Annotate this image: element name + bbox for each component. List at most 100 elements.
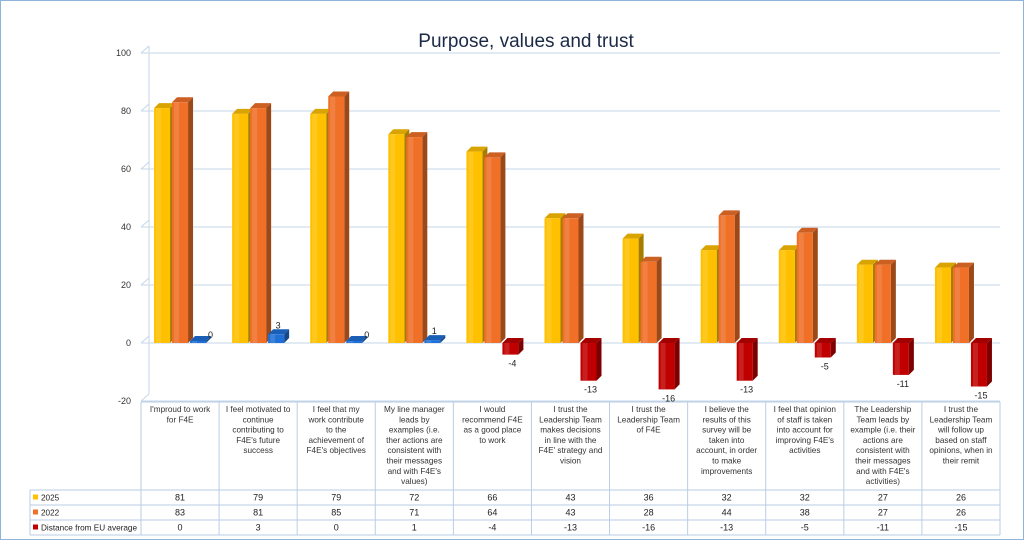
bar-top <box>814 338 836 343</box>
table-cell: 3 <box>256 523 261 533</box>
category-label-line: I would <box>479 405 505 414</box>
category-label-line: My line manager <box>384 405 445 414</box>
bar-highlight <box>954 267 960 343</box>
category-label-line: as a good place <box>464 426 522 435</box>
table-cell: 64 <box>487 508 497 518</box>
bar-highlight <box>486 157 492 343</box>
gridline-depth <box>140 45 150 54</box>
gridline-depth <box>140 393 150 402</box>
category-label: I would recommend F4E as a good place to wo… <box>462 405 523 445</box>
category-label-line: examples (i.e. <box>389 426 440 435</box>
bar-highlight <box>174 102 180 343</box>
table-cell: 44 <box>722 508 732 518</box>
bar-highlight <box>624 238 630 343</box>
legend-label: Distance from EU average <box>41 524 137 533</box>
bar-side <box>188 97 194 343</box>
bar-side <box>362 336 368 343</box>
bar-top <box>502 338 524 343</box>
bar-0-1 <box>232 108 254 344</box>
category-label-line: their messages <box>855 457 911 466</box>
bar-2-6 <box>658 338 680 390</box>
bar-0-2 <box>310 108 332 344</box>
category-label: I trust the Leadership Team will follow up… <box>929 405 993 466</box>
gridline-depth <box>140 161 150 170</box>
bar-highlight <box>546 218 552 343</box>
bar-highlight <box>156 108 162 343</box>
bar-top <box>328 91 350 97</box>
bar-0-3 <box>388 129 410 343</box>
bar-top <box>154 103 176 109</box>
bar-1-10 <box>952 262 974 343</box>
data-label: -15 <box>974 391 987 401</box>
table-cell: 1 <box>412 523 417 533</box>
category-label-line: improving F4E's <box>776 436 834 445</box>
bar-highlight <box>330 96 336 343</box>
table-cell: 79 <box>253 493 263 503</box>
legend-swatch <box>33 494 38 500</box>
bar-highlight <box>252 108 258 343</box>
y-tick-label: 80 <box>121 106 131 116</box>
bar-highlight <box>936 267 942 343</box>
bar-2-5 <box>580 338 602 381</box>
category-label-line: their messages <box>387 457 443 466</box>
bar-side <box>674 338 680 390</box>
bar-top <box>346 336 368 341</box>
bar-highlight <box>798 232 804 343</box>
legend-label: 2022 <box>41 509 60 518</box>
category-label: I'mproud to work for F4E <box>150 405 211 424</box>
bar-1-3 <box>406 132 428 343</box>
category-label-line: to the <box>326 426 347 435</box>
bar-0-4 <box>466 146 488 343</box>
category-label-line: Leadership Team <box>539 415 602 424</box>
bar-top <box>640 256 662 262</box>
bar-highlight <box>780 250 786 343</box>
bar-highlight <box>348 341 354 343</box>
table-cell: 27 <box>878 508 888 518</box>
bar-highlight <box>660 343 666 390</box>
bar-highlight <box>408 137 414 343</box>
gridline-depth <box>140 219 150 228</box>
category-label-line: taken into <box>709 436 745 445</box>
bar-highlight <box>720 215 726 343</box>
bar-side <box>830 338 836 358</box>
category-label-line: ther actions are <box>386 436 443 445</box>
table-cell: 72 <box>409 493 419 503</box>
bar-top <box>190 336 212 341</box>
category-label-line: activities) <box>866 477 900 486</box>
category-label-line: work contribute <box>307 415 364 424</box>
table-cell: 81 <box>175 493 185 503</box>
category-label-line: continue <box>243 415 274 424</box>
category-label-line: into account for <box>777 426 833 435</box>
category-label: I trust the Leadership Team of F4E <box>617 405 680 435</box>
category-label-line: achievement of <box>308 436 364 445</box>
category-label: I feel that opinion of staff is taken into… <box>774 405 837 455</box>
category-label-line: I trust the <box>553 405 588 414</box>
bar-top <box>172 97 194 103</box>
table-cell: 85 <box>331 508 341 518</box>
data-label: -16 <box>662 393 675 403</box>
bar-0-7 <box>700 245 722 343</box>
table-cell: 28 <box>644 508 654 518</box>
bar-2-8 <box>814 338 836 358</box>
category-label-line: in line with the <box>545 436 597 445</box>
table-cell: 0 <box>334 523 339 533</box>
bar-highlight <box>816 343 822 358</box>
bar-2-2 <box>346 336 368 343</box>
bar-front <box>424 340 441 343</box>
bar-top <box>934 262 956 268</box>
bar-top <box>856 259 878 265</box>
category-label-line: I feel that my <box>313 405 361 414</box>
category-label: I feel that my work contribute to the achie… <box>307 405 366 455</box>
table-cell: -15 <box>954 523 967 533</box>
data-label: -13 <box>584 385 597 395</box>
bar-top <box>406 132 428 138</box>
bar-side <box>266 103 272 343</box>
bar-side <box>596 338 602 381</box>
bar-1-5 <box>562 213 584 343</box>
category-label-line: F4E's future <box>236 436 280 445</box>
bar-0-5 <box>544 213 566 343</box>
legend-label: 2025 <box>41 494 60 503</box>
bar-top <box>874 259 896 265</box>
bar-side <box>890 259 896 343</box>
table-cell: -16 <box>642 523 655 533</box>
